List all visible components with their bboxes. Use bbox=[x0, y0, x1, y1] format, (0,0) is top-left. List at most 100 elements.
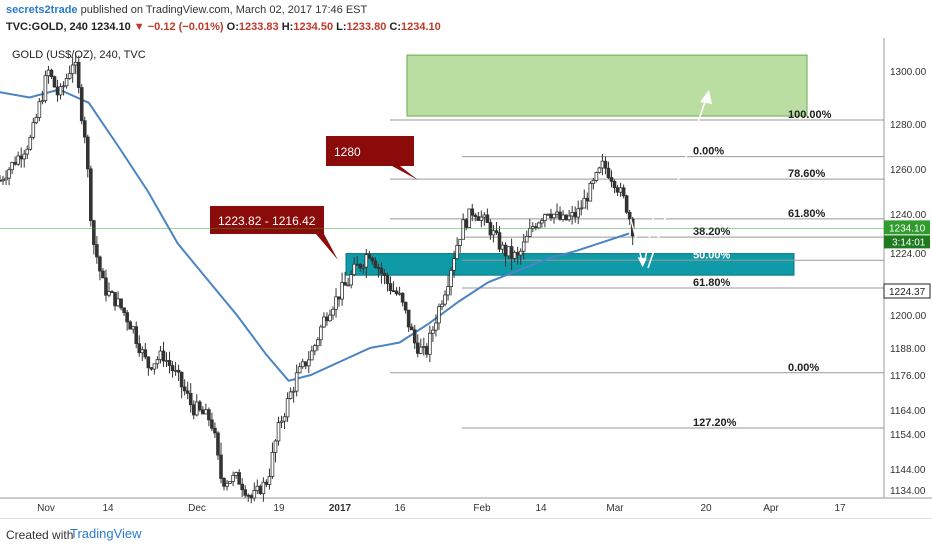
candle-body bbox=[494, 230, 499, 234]
fib-level-label: 61.80% bbox=[693, 277, 731, 289]
candle-body bbox=[618, 187, 623, 193]
candle-body bbox=[22, 153, 27, 160]
candle-body bbox=[79, 87, 84, 122]
candle-body bbox=[216, 432, 220, 456]
time-tick-label: 19 bbox=[273, 503, 285, 514]
candle-body bbox=[119, 298, 123, 309]
candle-body bbox=[540, 220, 544, 224]
fib-level-label: 38.20% bbox=[693, 226, 731, 238]
price-tick-label: 1240.00 bbox=[890, 210, 927, 221]
symbol-label: TVC:GOLD, 240 bbox=[6, 21, 88, 33]
candle-body bbox=[261, 481, 266, 495]
candle-body bbox=[458, 238, 462, 246]
candle-body bbox=[418, 346, 423, 354]
candle-body bbox=[425, 346, 429, 355]
reversal-arrow-line bbox=[643, 191, 660, 262]
candle-body bbox=[243, 489, 248, 496]
candle-body bbox=[382, 272, 387, 276]
candle-body bbox=[412, 329, 417, 344]
price-chart[interactable]: GOLD (US$/OZ), 240, TVC 100.00% 0.00% 78.6… bbox=[0, 38, 932, 516]
fib-level-label: 0.00% bbox=[788, 362, 819, 374]
chart-background bbox=[0, 38, 932, 516]
callouts: 1280 1223.82 - 1216.42 bbox=[210, 136, 418, 260]
candle-body bbox=[37, 101, 42, 118]
time-axis-ticks: Nov 14 Dec 19 2017 16 Feb 14 Mar 20 Apr 17 bbox=[37, 503, 846, 514]
time-tick-label: 14 bbox=[535, 503, 547, 514]
candle-body bbox=[179, 371, 184, 388]
price-tick-label: 1176.00 bbox=[890, 371, 926, 382]
candle-body bbox=[110, 291, 114, 293]
candle-body bbox=[370, 257, 375, 262]
cursor-price-tag-label: 1224.37 bbox=[889, 287, 926, 298]
candle-body bbox=[104, 277, 108, 296]
candle-body bbox=[415, 342, 420, 354]
time-tick-label: 14 bbox=[102, 503, 114, 514]
candle-body bbox=[25, 148, 30, 155]
candle-body bbox=[624, 195, 629, 213]
time-tick-label: Mar bbox=[606, 503, 624, 514]
candle-body bbox=[122, 307, 126, 314]
candle-body bbox=[564, 214, 568, 221]
down-arrow-line bbox=[629, 218, 644, 264]
candle-body bbox=[461, 219, 465, 240]
candle-body bbox=[76, 61, 81, 88]
candle-body bbox=[473, 214, 478, 218]
candle-body bbox=[594, 172, 599, 181]
candle-body bbox=[188, 393, 193, 406]
candle-body bbox=[388, 283, 393, 292]
candle-body bbox=[337, 296, 341, 300]
candle-body bbox=[249, 495, 254, 499]
candle-body bbox=[527, 228, 532, 237]
candle-body bbox=[67, 73, 72, 79]
change-value: −0.12 (−0.01%) bbox=[147, 21, 224, 33]
candle-body bbox=[98, 256, 102, 272]
cursor-price-tag bbox=[883, 283, 931, 299]
candle-body bbox=[207, 409, 211, 421]
candle-body bbox=[597, 167, 602, 173]
candle-body bbox=[561, 214, 565, 220]
candle-body bbox=[467, 208, 472, 228]
candle-body bbox=[319, 326, 323, 341]
candle-body bbox=[161, 350, 166, 362]
candle-body bbox=[361, 266, 366, 269]
candle-body bbox=[279, 420, 284, 423]
candle-body bbox=[164, 359, 169, 362]
candle-body bbox=[343, 282, 347, 286]
candle-body bbox=[143, 349, 148, 358]
candle-body bbox=[621, 187, 626, 197]
fib-level-label: 0.00% bbox=[693, 146, 724, 158]
time-tick-label: Dec bbox=[188, 503, 206, 514]
candle-body bbox=[294, 372, 299, 392]
candle-body bbox=[313, 345, 317, 352]
open-value: 1233.83 bbox=[238, 21, 279, 33]
chart-area[interactable]: GOLD (US$/OZ), 240, TVC 100.00% 0.00% 78.6… bbox=[0, 38, 932, 516]
candle-body bbox=[573, 212, 577, 218]
candle-body bbox=[197, 401, 202, 411]
candle-body bbox=[173, 369, 178, 372]
support-callout-box bbox=[210, 206, 338, 260]
open-label: O: bbox=[226, 21, 239, 33]
candle-body bbox=[19, 155, 23, 160]
candle-body bbox=[16, 155, 20, 165]
candle-body bbox=[64, 78, 69, 87]
high-label: H: bbox=[281, 21, 294, 33]
moving-average-line bbox=[0, 88, 630, 382]
price-tick-label: 1134.00 bbox=[890, 486, 926, 497]
up-arrow-line bbox=[647, 95, 708, 269]
price-tick-label: 1224.00 bbox=[890, 249, 927, 260]
price-tick-label: 1200.00 bbox=[890, 311, 927, 322]
candle-body bbox=[1, 179, 5, 182]
resistance-callout-box bbox=[326, 136, 418, 180]
author-link[interactable]: secrets2trade bbox=[6, 4, 78, 16]
candle-body bbox=[521, 241, 526, 252]
tradingview-logo[interactable]: TradingView bbox=[70, 526, 142, 541]
publish-info: published on TradingView.com, March 02, … bbox=[80, 4, 368, 16]
candle-body bbox=[322, 316, 326, 328]
candle-body bbox=[61, 85, 66, 88]
candle-body bbox=[92, 220, 96, 245]
resistance-zone bbox=[406, 54, 808, 117]
candle-body bbox=[89, 168, 93, 222]
candle-body bbox=[246, 494, 251, 497]
projection-arrows bbox=[629, 90, 712, 269]
candle-body bbox=[570, 212, 574, 217]
